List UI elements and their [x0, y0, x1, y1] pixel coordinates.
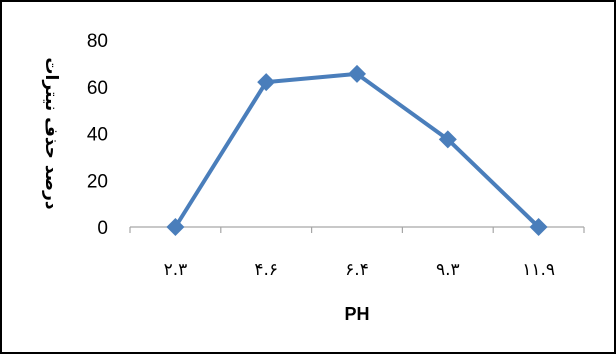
series-group [166, 64, 548, 236]
data-point-marker [257, 73, 276, 92]
x-axis-title: PH [344, 304, 369, 324]
y-tick-label: 40 [87, 125, 108, 146]
data-point-marker [529, 218, 548, 236]
x-tick-label: ۲.۳ [164, 260, 188, 280]
series-line [173, 71, 540, 229]
data-point-marker [438, 130, 457, 149]
y-tick-label: 0 [97, 218, 108, 239]
data-point-marker [166, 218, 185, 236]
x-tick-label: ۹.۳ [436, 260, 460, 280]
y-axis-title: درصد حذف نیترات [41, 57, 61, 209]
x-axis-ticks: ۲.۳ ۴.۶ ۶.۴ ۹.۳ ۱۱.۹ [129, 227, 585, 280]
x-tick-label: ۱۱.۹ [522, 260, 555, 280]
y-tick-label: 20 [87, 171, 108, 192]
y-tick-label: 60 [87, 78, 108, 99]
y-axis-ticks: 0 20 40 60 80 [87, 31, 108, 239]
x-tick-label: ۶.۴ [345, 260, 369, 280]
x-tick-label: ۴.۶ [254, 260, 278, 280]
data-point-marker [348, 64, 366, 83]
y-tick-label: 80 [87, 31, 108, 52]
